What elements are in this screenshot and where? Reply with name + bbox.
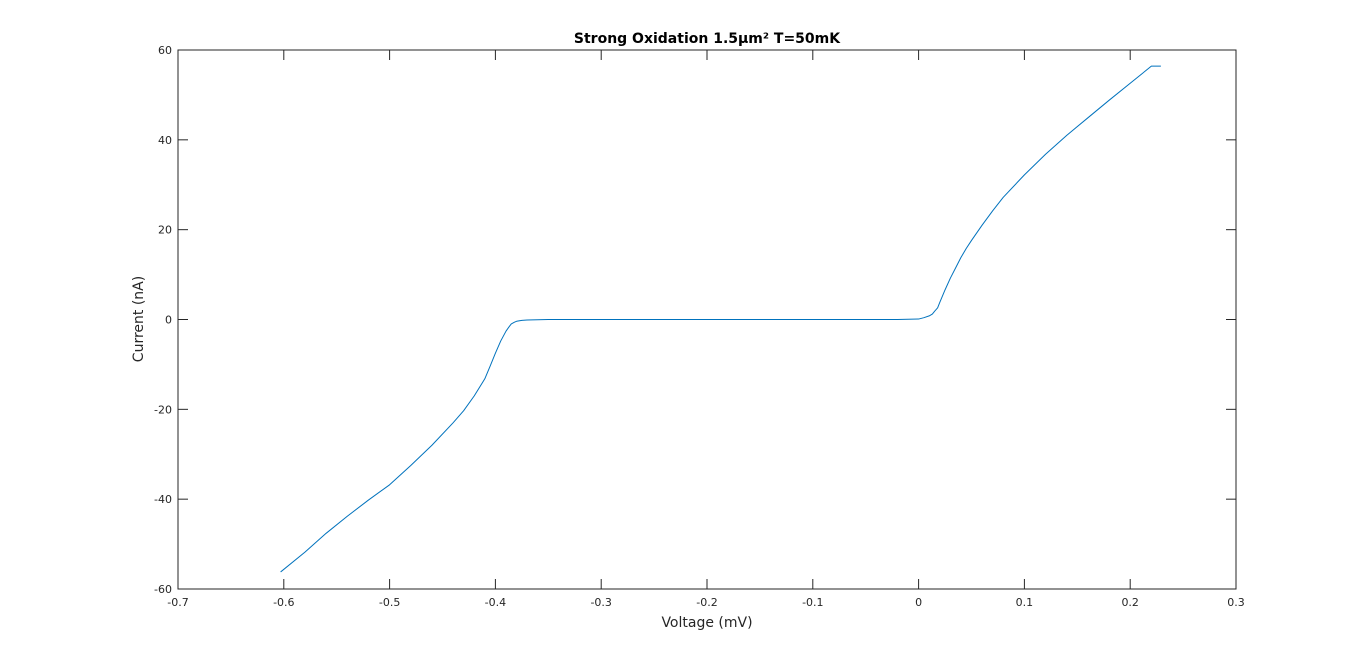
y-tick-label: -20 (154, 403, 172, 416)
y-tick-label: -60 (154, 583, 172, 596)
x-axis-label: Voltage (mV) (661, 615, 752, 631)
y-tick-label: 40 (158, 134, 172, 147)
plot-box (177, 49, 1237, 590)
y-tick-label: 60 (158, 44, 172, 57)
x-tick-label: -0.7 (167, 596, 188, 609)
x-tick-label: -0.6 (273, 596, 294, 609)
x-tick-label: 0.3 (1227, 596, 1245, 609)
y-tick-label: 20 (158, 224, 172, 237)
chart-title: Strong Oxidation 1.5μm² T=50mK (574, 31, 841, 47)
y-tick-label: -40 (154, 493, 172, 506)
y-ticks: -60 -40 -20 0 20 40 60 (154, 44, 1236, 596)
x-ticks: -0.7 -0.6 -0.5 -0.4 -0.3 -0.2 -0.1 0 0.1 0.2 0.3 (167, 50, 1245, 609)
x-tick-label: 0.2 (1121, 596, 1139, 609)
x-tick-label: -0.3 (590, 596, 611, 609)
y-axis-label: Current (nA) (131, 276, 147, 362)
x-tick-label: 0 (915, 596, 922, 609)
series-line (280, 65, 1161, 573)
x-tick-label: 0.1 (1016, 596, 1034, 609)
x-tick-label: -0.1 (802, 596, 823, 609)
x-tick-label: -0.5 (379, 596, 400, 609)
x-tick-label: -0.4 (485, 596, 506, 609)
y-tick-label: 0 (165, 314, 172, 327)
x-tick-label: -0.2 (696, 596, 717, 609)
